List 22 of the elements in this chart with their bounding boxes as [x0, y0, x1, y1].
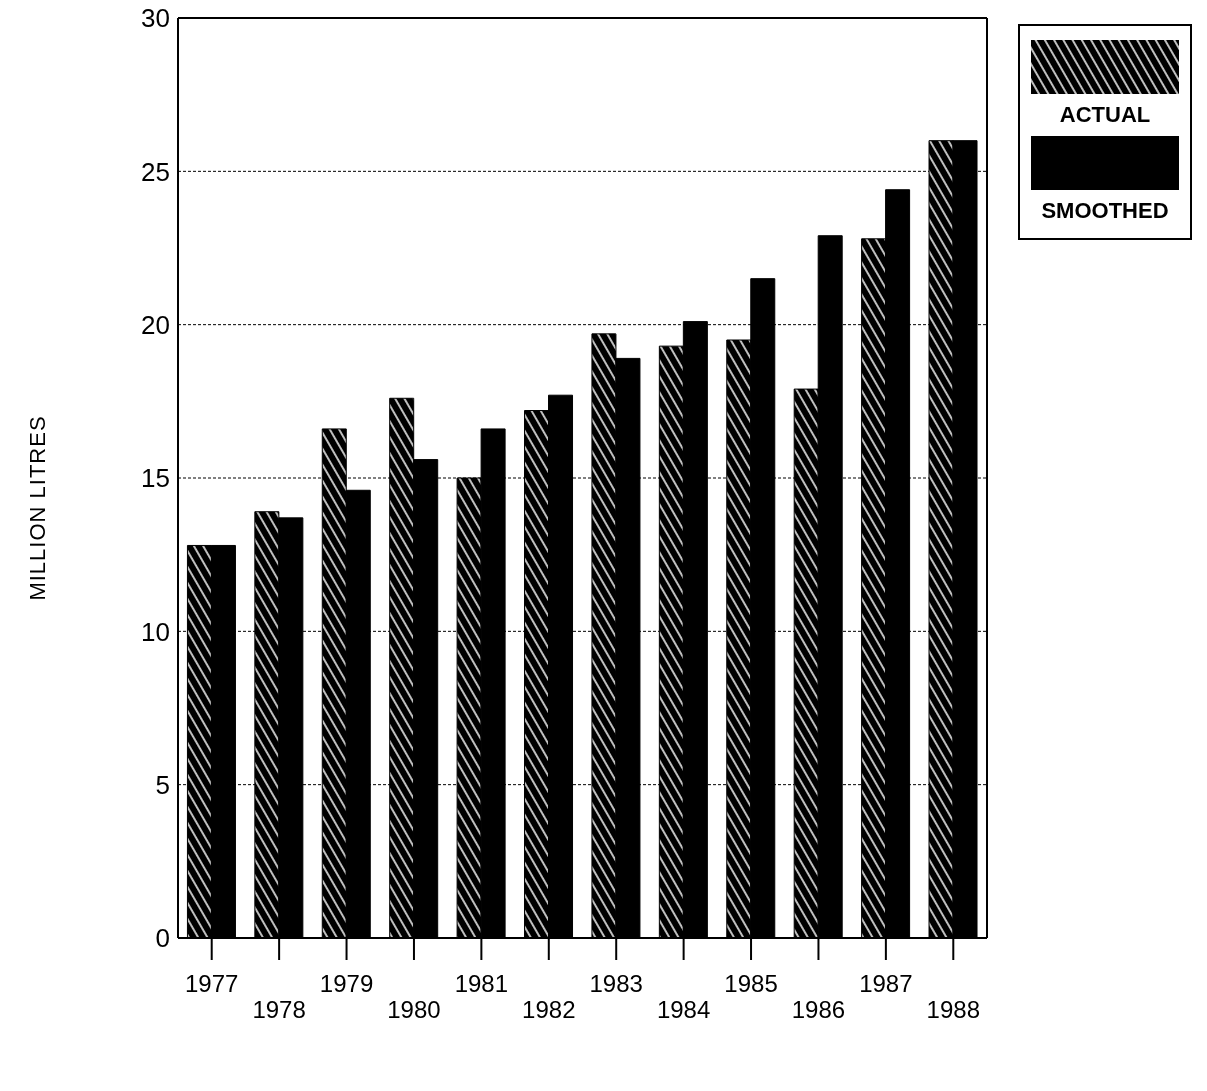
- x-tick-label: 1982: [522, 996, 576, 1023]
- x-tick-label: 1984: [656, 996, 711, 1023]
- text: ACTUAL: [1059, 102, 1151, 128]
- y-tick-label: 5: [155, 769, 170, 800]
- x-tick-label: 1986: [791, 996, 846, 1023]
- y-tick-label: 20: [141, 309, 170, 340]
- y-tick-label: 10: [141, 616, 170, 647]
- x-tick-label: 1988: [926, 996, 980, 1023]
- x-tick-label: 1978: [252, 996, 306, 1023]
- y-tick-label: 15: [141, 463, 170, 494]
- y-tick-label: 0: [155, 923, 170, 954]
- text: SMOOTHED: [1041, 198, 1169, 224]
- x-tick-label: 1985: [724, 970, 778, 997]
- x-tick-label: 1979: [319, 970, 374, 997]
- y-axis-title: MILLION LITRES: [25, 415, 51, 601]
- y-tick-label: 25: [141, 156, 170, 187]
- x-tick-label: 1981: [454, 970, 509, 997]
- x-tick-label: 1987: [859, 970, 913, 997]
- y-tick-label: 30: [141, 3, 170, 34]
- x-tick-label: 1977: [185, 970, 239, 997]
- x-tick-label: 1983: [589, 970, 643, 997]
- x-tick-label: 1980: [387, 996, 441, 1023]
